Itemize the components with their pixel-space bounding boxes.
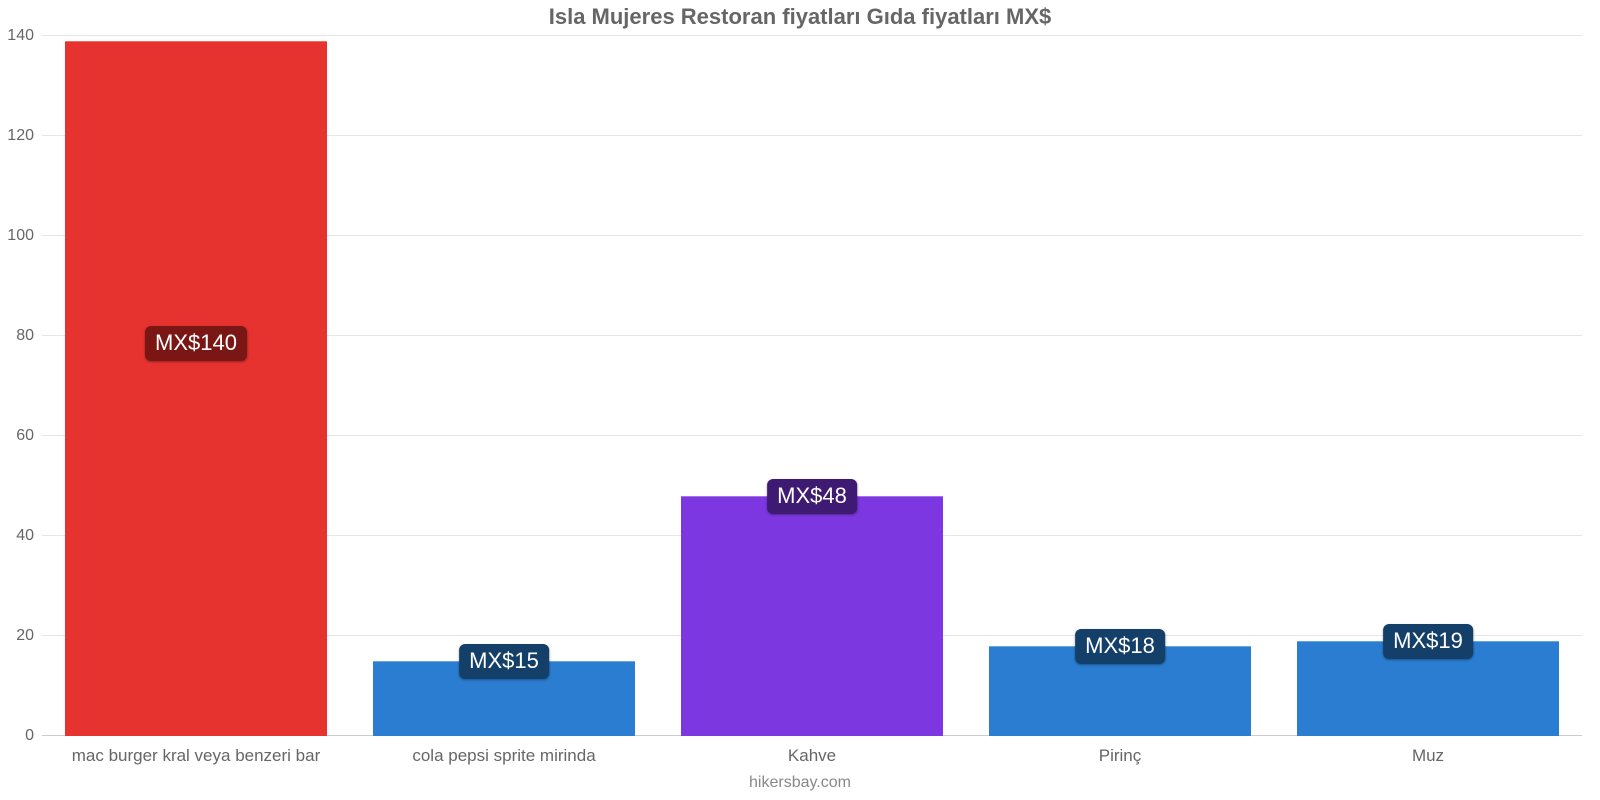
chart-value-badge: MX$48: [767, 479, 857, 514]
chart-value-badge: MX$18: [1075, 629, 1165, 664]
y-axis-tick-label: 40: [16, 527, 34, 545]
x-axis-category-label: Kahve: [788, 746, 836, 766]
chart-credit: hikersbay.com: [0, 774, 1600, 792]
chart-gridline: [42, 35, 1582, 36]
chart-title: Isla Mujeres Restoran fiyatları Gıda fiy…: [0, 4, 1600, 30]
y-axis-tick-label: 0: [25, 727, 34, 745]
y-axis-tick-label: 60: [16, 427, 34, 445]
y-axis-tick-label: 80: [16, 327, 34, 345]
chart-value-badge: MX$140: [145, 326, 247, 361]
y-axis-tick-label: 120: [7, 127, 34, 145]
x-axis-category-label: Pirinç: [1099, 746, 1142, 766]
chart-bar: [65, 41, 327, 736]
x-axis-category-label: Muz: [1412, 746, 1444, 766]
chart-value-badge: MX$19: [1383, 624, 1473, 659]
chart-bar-top-edge: [65, 41, 327, 42]
chart-plot-area: 020406080100120140mac burger kral veya b…: [42, 36, 1582, 736]
y-axis-tick-label: 20: [16, 627, 34, 645]
x-axis-category-label: cola pepsi sprite mirinda: [412, 746, 595, 766]
y-axis-tick-label: 140: [7, 27, 34, 45]
chart-bar: [681, 496, 943, 736]
y-axis-tick-label: 100: [7, 227, 34, 245]
x-axis-category-label: mac burger kral veya benzeri bar: [72, 746, 321, 766]
chart-value-badge: MX$15: [459, 644, 549, 679]
